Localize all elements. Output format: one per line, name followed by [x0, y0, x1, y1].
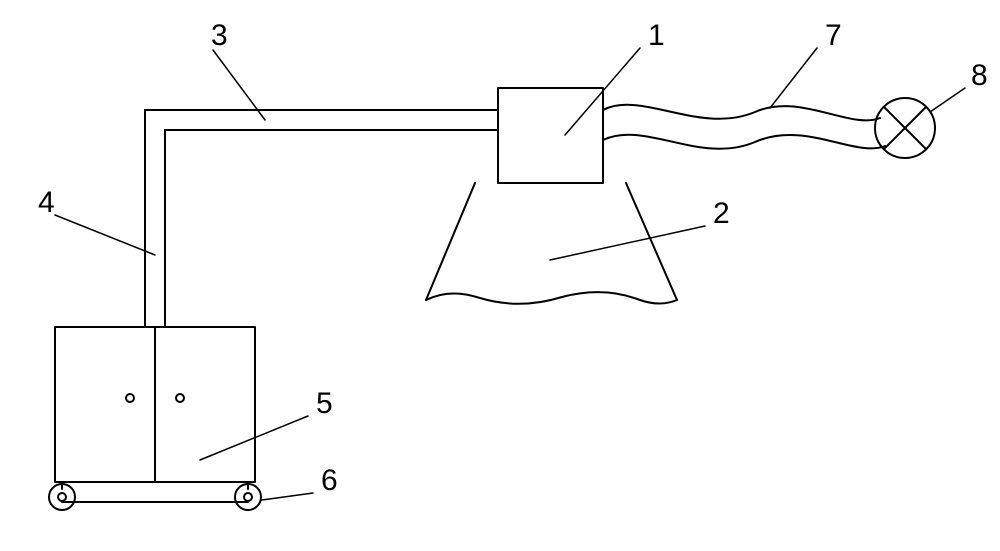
label-5: 5 [316, 387, 333, 420]
hood-left [426, 183, 475, 300]
label-3: 3 [211, 19, 228, 52]
leader-6 [262, 493, 313, 500]
hose-lower [603, 135, 885, 149]
leader-8 [930, 88, 965, 112]
wheel-right-inner [244, 493, 252, 501]
cabinet-knob-right [176, 394, 184, 402]
leader-7 [770, 48, 817, 108]
label-2: 2 [713, 197, 730, 230]
leader-4 [55, 215, 155, 255]
label-4: 4 [38, 186, 55, 219]
leader-2 [550, 226, 705, 260]
box-1 [498, 88, 603, 183]
wheel-left-inner [58, 493, 66, 501]
cabinet-knob-left [126, 394, 134, 402]
label-6: 6 [321, 464, 338, 497]
hose-upper [603, 105, 880, 121]
hood-bottom-edge [426, 292, 677, 304]
label-8: 8 [971, 59, 988, 92]
label-7: 7 [825, 19, 842, 52]
label-1: 1 [648, 19, 665, 52]
